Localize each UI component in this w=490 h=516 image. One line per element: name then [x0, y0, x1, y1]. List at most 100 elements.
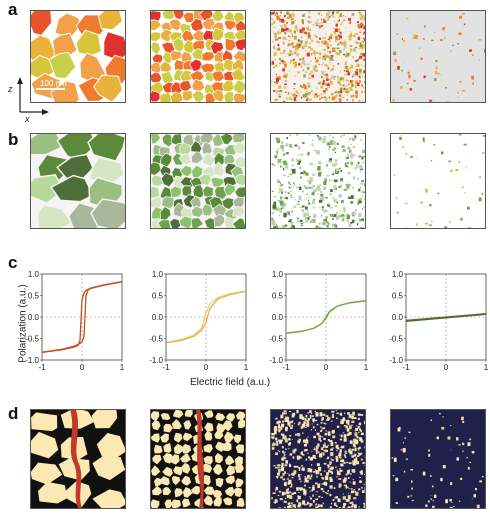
speck: [344, 73, 347, 76]
speck: [331, 56, 333, 58]
grain: [213, 213, 226, 228]
speck: [315, 93, 318, 96]
speck: [320, 426, 322, 428]
speck: [313, 447, 316, 450]
speck: [340, 456, 342, 459]
speck: [347, 155, 349, 158]
speck: [349, 80, 352, 83]
speck: [469, 461, 471, 464]
speck: [312, 173, 316, 176]
speck: [349, 138, 351, 140]
speck: [277, 428, 281, 432]
speck: [303, 62, 306, 66]
speck: [310, 497, 312, 500]
speck: [291, 477, 294, 479]
speck: [347, 506, 351, 508]
speck: [283, 160, 287, 165]
speck: [453, 505, 455, 507]
x-axis-label: x: [24, 114, 30, 124]
speck: [343, 134, 345, 136]
speck: [362, 149, 365, 154]
speck: [402, 448, 406, 453]
speck: [331, 93, 334, 96]
speck: [353, 438, 357, 443]
speck: [300, 153, 304, 156]
speck: [289, 36, 291, 38]
x-tick-label: 1: [120, 363, 125, 372]
speck: [304, 476, 307, 478]
speck: [331, 75, 334, 80]
speck: [343, 19, 346, 21]
speck: [313, 213, 317, 219]
speck: [326, 13, 328, 15]
speck: [277, 43, 280, 47]
speck: [303, 13, 306, 16]
speck: [409, 88, 413, 91]
speck: [353, 497, 357, 500]
speck: [341, 218, 345, 222]
speck: [339, 468, 341, 470]
speck: [359, 80, 361, 83]
speck: [311, 451, 313, 453]
speck: [310, 429, 313, 431]
speck: [331, 174, 333, 176]
speck: [360, 42, 361, 44]
speck: [314, 504, 316, 506]
speck: [276, 464, 280, 467]
speck: [275, 99, 279, 101]
speck: [344, 164, 348, 168]
speck: [462, 442, 465, 446]
speck: [322, 18, 325, 21]
speck: [361, 208, 364, 210]
speck: [326, 458, 328, 460]
speck: [271, 497, 273, 500]
speck: [306, 501, 309, 505]
grain: [214, 452, 223, 464]
panel-b2: [150, 133, 246, 229]
speck: [302, 94, 306, 98]
speck: [326, 55, 330, 58]
speck: [302, 69, 305, 72]
phase-map-b1: [31, 134, 125, 228]
speck: [363, 91, 365, 93]
speck: [281, 462, 284, 467]
speck: [459, 80, 462, 83]
speck: [315, 67, 318, 69]
speck: [322, 427, 326, 430]
speck: [293, 83, 296, 85]
speck: [289, 196, 293, 199]
speck: [272, 164, 276, 167]
speck: [291, 18, 294, 20]
speck: [341, 96, 345, 99]
speck: [313, 66, 316, 71]
speck: [342, 479, 346, 483]
speck: [344, 62, 347, 66]
speck: [436, 436, 439, 440]
speck: [336, 417, 338, 420]
speck: [483, 134, 485, 137]
grain: [224, 486, 235, 497]
speck: [330, 458, 333, 460]
speck: [289, 421, 293, 423]
speck: [275, 486, 278, 490]
speck: [332, 49, 335, 51]
speck: [311, 78, 313, 79]
grain: [204, 430, 213, 441]
speck: [308, 202, 311, 205]
speck: [300, 66, 303, 68]
speck: [278, 47, 280, 49]
grain: [236, 497, 245, 508]
speck: [296, 53, 299, 57]
speck: [356, 436, 359, 439]
speck: [340, 210, 342, 212]
speck: [273, 47, 276, 49]
speck: [481, 193, 484, 196]
speck: [346, 419, 349, 424]
speck: [316, 41, 318, 43]
speck: [291, 42, 294, 46]
speck: [320, 430, 322, 433]
grain: [31, 462, 63, 485]
speck: [352, 79, 354, 82]
speck: [296, 455, 300, 458]
speck: [408, 74, 411, 79]
